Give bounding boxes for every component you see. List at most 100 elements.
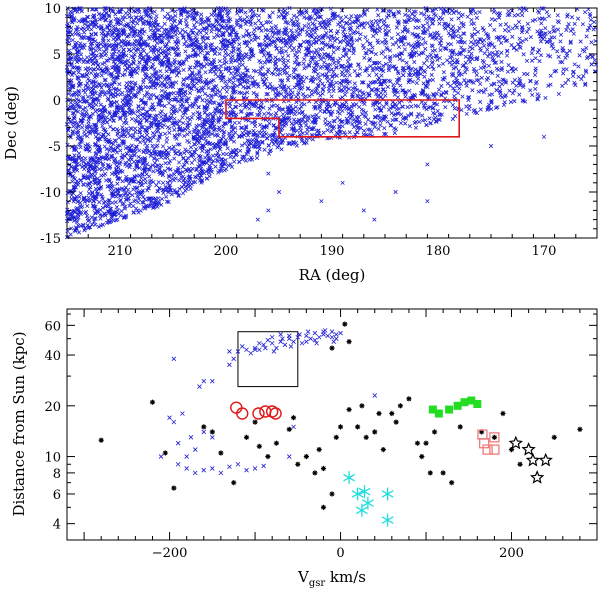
ra-dec-point [355,30,360,35]
ra-dec-point [212,35,217,40]
ra-dec-point [420,118,425,123]
ra-dec-point [165,125,171,130]
ra-dec-point [137,148,142,153]
ra-dec-point [174,80,179,85]
ra-dec-point [109,171,115,176]
ra-dec-point [159,163,164,168]
ra-dec-point [117,82,122,87]
ra-dec-point [93,32,98,37]
ra-dec-point [283,49,289,54]
ra-dec-point [150,102,155,107]
ra-dec-point [405,113,411,118]
ra-dec-point [250,75,255,80]
ra-dec-point [435,57,440,62]
ra-dec-point [286,53,291,58]
ra-dec-point [222,55,227,60]
ra-dec-point [270,34,275,39]
ra-dec-point [505,49,510,54]
ra-dec-point [79,9,85,14]
ra-dec-point [124,85,129,90]
ra-dec-point [371,66,376,71]
ra-dec-point [93,109,98,114]
ra-dec-point [164,148,169,153]
ra-dec-point [108,187,113,192]
ra-dec-point [162,131,168,136]
ra-dec-point [500,95,505,100]
ra-dec-point [219,78,224,83]
ra-dec-point [85,203,90,209]
ra-dec-point [479,75,484,80]
ra-dec-point [465,14,470,19]
ra-dec-point [245,14,250,20]
ra-dec-point [95,160,101,165]
ra-dec-point [169,111,174,116]
ra-dec-point [293,53,298,58]
ra-dec-point [243,21,248,27]
ra-dec-point [345,35,350,41]
ra-dec-point [403,89,408,95]
ra-dec-point [297,49,302,54]
ra-dec-point [174,73,180,78]
ra-dec-point [363,35,368,40]
ra-dec-point [396,44,402,50]
ra-dec-point [280,55,285,60]
ra-dec-point [427,24,432,29]
ra-dec-point [288,43,294,48]
ra-dec-point [193,76,198,82]
ra-dec-point [178,107,183,113]
ra-dec-point [143,72,149,77]
ra-dec-point [544,9,550,15]
ra-dec-point [427,116,432,121]
ra-dec-point [264,20,269,25]
ra-dec-point [138,208,143,213]
ra-dec-point [251,9,256,14]
ra-dec-point [217,51,222,56]
ra-dec-point [85,55,90,60]
ra-dec-point [224,89,229,94]
ra-dec-point [204,31,209,36]
ra-dec-point [318,57,323,62]
ra-dec-point [512,13,517,18]
ra-dec-point [207,174,212,179]
ra-dec-point [88,156,93,161]
ra-dec-point [104,178,109,183]
ra-dec-point [257,58,262,64]
ra-dec-point [398,83,403,88]
ra-dec-point [140,188,145,193]
ra-dec-point [70,179,75,184]
ra-dec-point [357,104,362,109]
ra-dec-point [243,33,249,38]
ra-dec-point [76,18,82,24]
ra-dec-point [566,77,571,82]
ra-dec-point [370,45,375,50]
ra-dec-point [84,109,89,114]
ra-dec-point [506,63,511,68]
ra-dec-point [260,133,265,139]
ra-dec-point [364,51,369,56]
ra-dec-point [184,186,189,192]
ra-dec-point [200,148,205,154]
ra-dec-point [459,45,464,50]
ra-dec-point [196,105,201,110]
ra-dec-point [403,12,408,17]
ra-dec-point [269,25,274,30]
ra-dec-point [367,73,372,78]
ra-dec-point [387,28,392,34]
ra-dec-point [137,135,142,140]
ra-dec-point [148,153,153,158]
ra-dec-point [244,68,249,73]
ra-dec-point [118,197,123,203]
ra-dec-point [564,27,569,33]
ra-dec-point [331,50,336,55]
ra-dec-point [421,36,426,41]
ra-dec-point [106,132,111,137]
ra-dec-point [542,16,547,22]
ra-dec-point [371,34,376,39]
ra-dec-point [365,127,371,132]
ra-dec-point [572,80,577,85]
ra-dec-point [180,165,185,170]
ra-dec-point [399,112,404,117]
ra-dec-point [82,129,87,134]
ra-dec-point [482,43,487,48]
ra-dec-point [377,60,382,65]
